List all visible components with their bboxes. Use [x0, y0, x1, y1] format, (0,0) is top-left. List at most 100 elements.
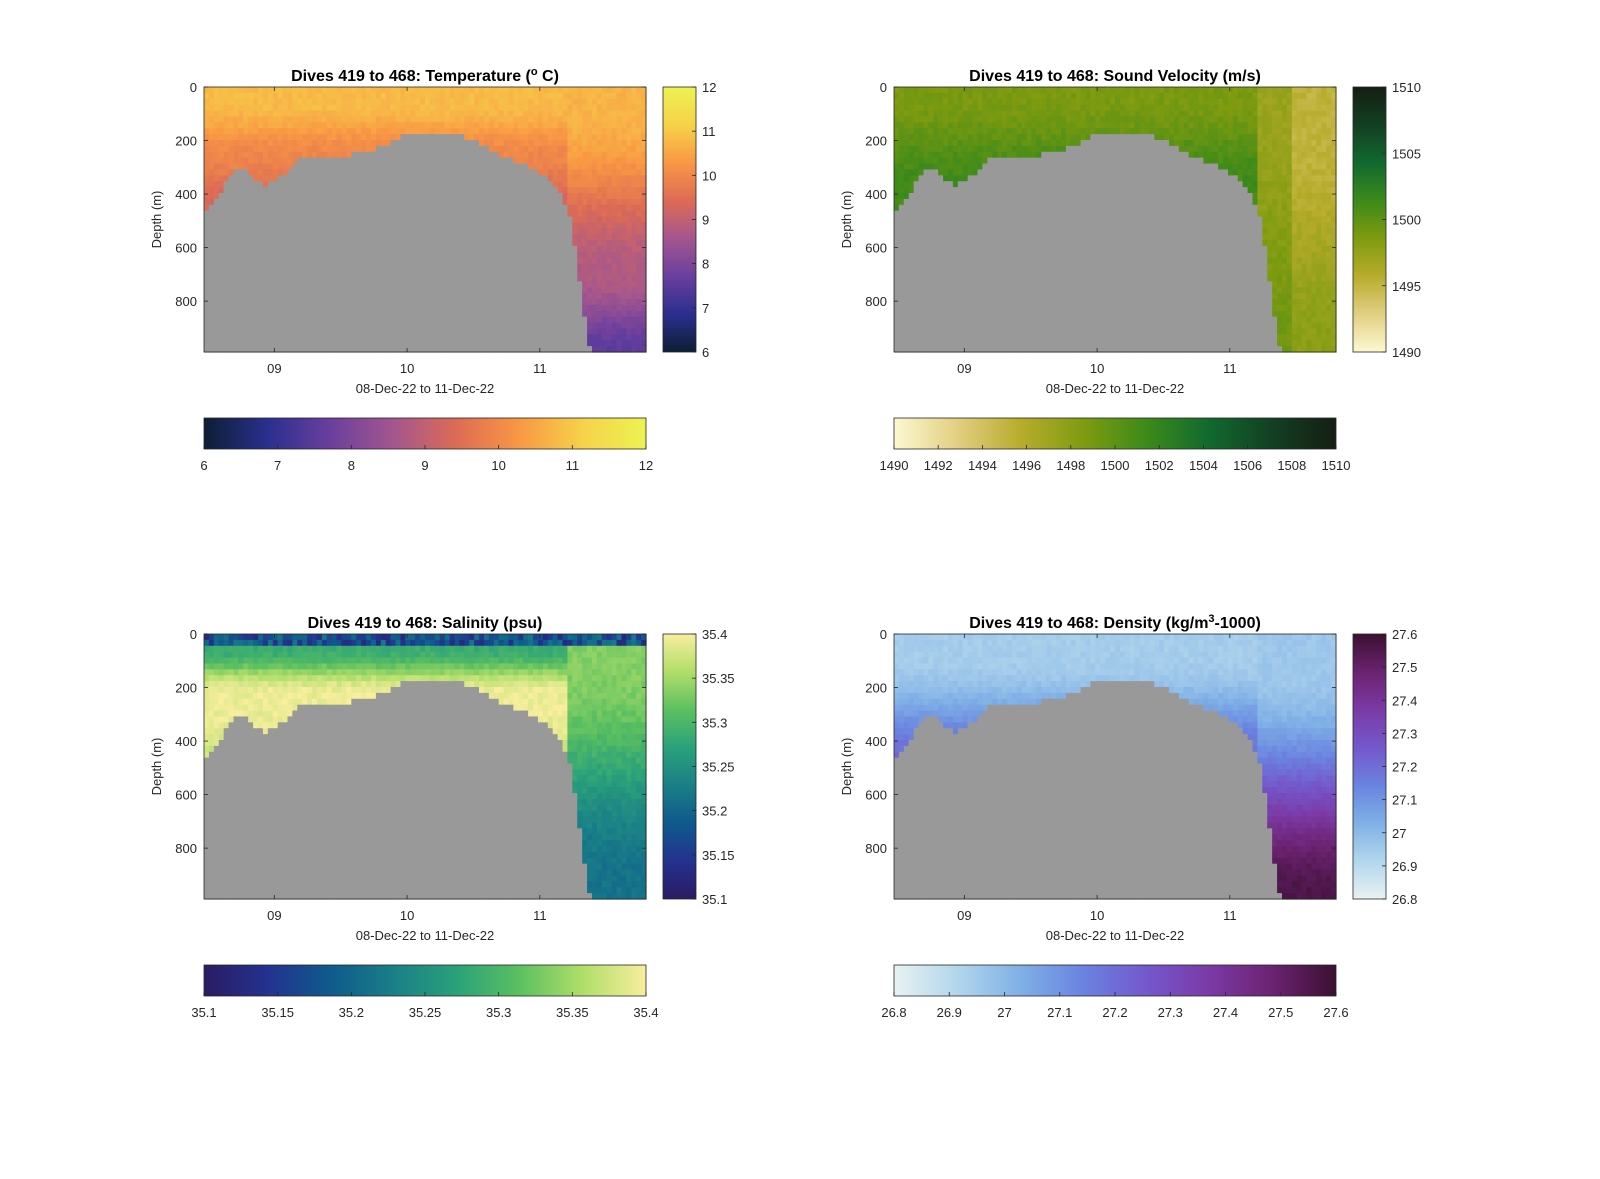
heatmap-cell	[204, 216, 210, 224]
heatmap-cell	[267, 304, 274, 312]
heatmap-cell	[287, 310, 293, 318]
heatmap-cell	[444, 316, 451, 324]
heatmap-cell	[277, 340, 284, 347]
heatmap-cell	[582, 346, 588, 353]
heatmap-cell	[449, 334, 456, 341]
heatmap-cell	[316, 222, 323, 229]
heatmap-cell	[238, 346, 244, 353]
heatmap-cell	[948, 251, 954, 259]
heatmap-cell	[253, 187, 259, 194]
heatmap-cell	[488, 322, 495, 330]
heatmap-cell	[572, 198, 578, 206]
heatmap-cell	[390, 222, 397, 229]
heatmap-cell	[410, 92, 416, 100]
heatmap-cell	[894, 328, 900, 335]
heatmap-cell	[591, 334, 598, 341]
heatmap-cell	[488, 128, 495, 135]
heatmap-cell	[410, 104, 416, 112]
heatmap-cell	[415, 293, 421, 300]
heatmap-cell	[933, 187, 939, 194]
heatmap-cell	[380, 92, 387, 100]
heatmap-cell	[894, 240, 900, 247]
heatmap-cell	[444, 198, 451, 206]
heatmap-cell	[591, 246, 598, 253]
heatmap-cell	[621, 222, 627, 229]
heatmap-cell	[262, 104, 269, 112]
heatmap-cell	[425, 128, 431, 135]
heatmap-cell	[518, 269, 524, 277]
heatmap-cell	[213, 275, 220, 282]
heatmap-cell	[513, 134, 519, 141]
heatmap-cell	[326, 275, 333, 282]
heatmap-cell	[321, 151, 328, 159]
heatmap-cell	[508, 263, 514, 271]
heatmap-cell	[218, 157, 225, 165]
heatmap-cell	[562, 299, 569, 306]
heatmap-cell	[498, 334, 505, 341]
heatmap-cell	[464, 281, 470, 288]
heatmap-cell	[616, 181, 623, 188]
heatmap-cell	[312, 122, 318, 129]
heatmap-cell	[611, 257, 618, 265]
heatmap-cell	[923, 334, 929, 341]
heatmap-cell	[370, 87, 377, 94]
heatmap-cell	[218, 134, 225, 141]
heatmap-cell	[395, 240, 402, 247]
heatmap-cell	[282, 322, 289, 330]
heatmap-cell	[449, 157, 456, 165]
heatmap-cell	[385, 340, 392, 347]
heatmap-cell	[213, 299, 220, 306]
heatmap-cell	[542, 281, 549, 288]
heatmap-cell	[503, 304, 510, 312]
heatmap-cell	[459, 263, 465, 271]
heatmap-cell	[415, 87, 421, 94]
heatmap-cell	[957, 87, 964, 94]
heatmap-cell	[326, 181, 333, 188]
heatmap-cell	[641, 293, 647, 300]
heatmap-cell	[933, 198, 939, 206]
heatmap-cell	[410, 269, 416, 277]
heatmap-cell	[933, 240, 939, 247]
heatmap-cell	[233, 293, 239, 300]
heatmap-cell	[233, 198, 239, 206]
heatmap-cell	[967, 334, 974, 341]
heatmap-cell	[933, 251, 939, 259]
heatmap-cell	[390, 210, 397, 218]
heatmap-cell	[903, 246, 910, 253]
heatmap-cell	[356, 122, 362, 129]
heatmap-cell	[636, 334, 642, 341]
heatmap-cell	[503, 187, 510, 194]
heatmap-cell	[361, 92, 367, 100]
heatmap-cell	[302, 322, 308, 330]
heatmap-cell	[385, 116, 392, 123]
heatmap-cell	[567, 275, 573, 282]
heatmap-cell	[204, 287, 210, 294]
heatmap-cell	[601, 175, 608, 182]
heatmap-cell	[213, 181, 220, 188]
heatmap-cell	[572, 110, 578, 118]
heatmap-cell	[243, 204, 249, 212]
heatmap-cell	[972, 210, 979, 218]
heatmap-cell	[962, 198, 969, 206]
heatmap-cell	[967, 163, 974, 171]
heatmap-cell	[321, 145, 328, 153]
heatmap-cell	[238, 240, 244, 247]
heatmap-cell	[272, 157, 279, 165]
heatmap-cell	[420, 263, 426, 271]
heatmap-cell	[488, 334, 495, 341]
heatmap-cell	[479, 246, 485, 253]
heatmap-cell	[572, 140, 578, 147]
heatmap-cell	[361, 169, 367, 176]
heatmap-cell	[454, 222, 460, 229]
heatmap-cell	[641, 346, 647, 353]
heatmap-cell	[562, 98, 569, 106]
heatmap-cell	[449, 169, 456, 176]
heatmap-cell	[626, 163, 632, 171]
heatmap-cell	[425, 134, 431, 141]
heatmap-cell	[395, 104, 402, 112]
heatmap-cell	[894, 216, 900, 224]
heatmap-cell	[518, 198, 524, 206]
heatmap-cell	[316, 340, 323, 347]
heatmap-cell	[894, 228, 900, 235]
heatmap-cell	[346, 198, 352, 206]
